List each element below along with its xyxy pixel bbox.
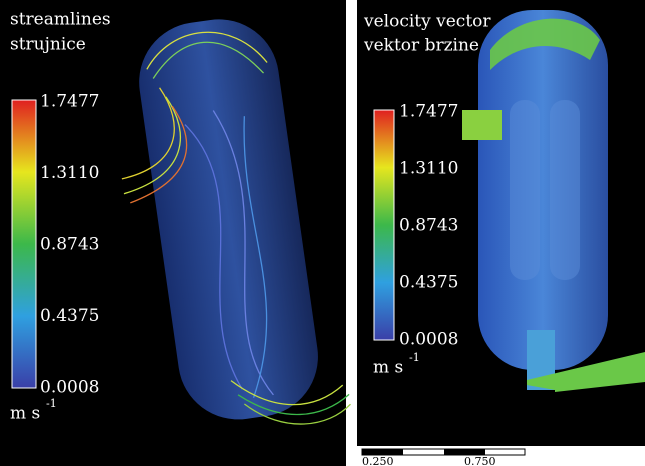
title-line: vektor brzine (363, 36, 479, 56)
colorbar-tick-label: 1.7477 (399, 102, 458, 122)
colorbar-tick-label: 1.7477 (40, 92, 99, 112)
colorbar-tick-label: 0.0008 (40, 378, 99, 398)
colorbar (374, 110, 394, 340)
figure: streamlines strujnice 1.7477 1.3110 0.8743… (0, 0, 645, 466)
unit-exponent: -1 (409, 351, 420, 364)
scale-label: 1.000 m (510, 434, 556, 447)
colorbar-tick-label: 0.0008 (399, 330, 458, 350)
scale-label: 0.250 (362, 455, 394, 466)
colorbar (12, 100, 36, 388)
colorbar-tick-label: 1.3110 (399, 159, 458, 179)
unit: m s (10, 404, 40, 424)
colorbar-tick-label: 1.3110 (40, 163, 99, 183)
title-line: strujnice (10, 35, 86, 55)
colorbar-tick-label: 0.8743 (399, 216, 458, 236)
unit-exponent: -1 (46, 397, 57, 410)
colorbar-tick-label: 0.4375 (399, 273, 458, 293)
colorbar-tick-label: 0.4375 (40, 306, 99, 326)
scale-label: 0.500 (409, 434, 441, 447)
title-line: streamlines (10, 10, 111, 30)
title-line: velocity vector (363, 12, 491, 32)
colorbar-tick-label: 0.8743 (40, 235, 99, 255)
scale-label: 0.750 (464, 455, 496, 466)
unit: m s (373, 358, 403, 378)
